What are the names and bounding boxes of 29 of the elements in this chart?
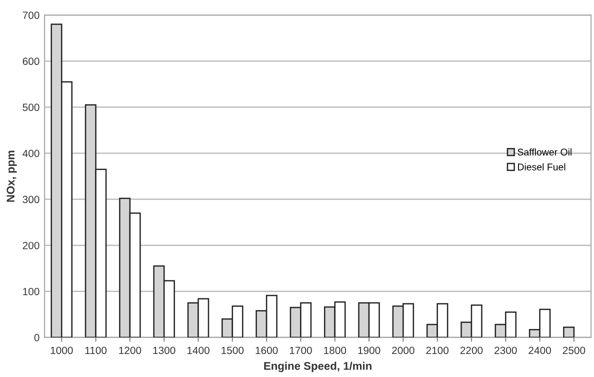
y-axis-title: NOx, ppm	[6, 150, 17, 202]
x-tick-label: 1300	[153, 346, 176, 354]
x-tick-label: 2300	[494, 346, 517, 354]
x-tick-label: 2000	[392, 346, 414, 354]
x-tick-label: 2200	[460, 346, 483, 354]
x-tick-label: 1800	[324, 346, 346, 354]
legend-label: Safflower Oil	[518, 148, 572, 156]
bar	[563, 326, 575, 338]
x-tick-label: 1500	[222, 346, 244, 354]
x-tick-label: 1900	[358, 346, 380, 354]
x-tick-label: 2100	[426, 346, 449, 354]
y-tick-label: 300	[22, 196, 40, 204]
y-tick-label: 700	[22, 12, 40, 19]
y-tick-label: 600	[22, 58, 40, 66]
x-tick-label: 2400	[528, 346, 551, 354]
y-tick-label: 100	[23, 288, 40, 296]
x-tick-label: 1700	[290, 346, 312, 354]
legend-label: Diesel Fuel	[518, 163, 566, 170]
y-tick-label: 0	[34, 334, 40, 342]
y-tick-label: 400	[22, 150, 40, 158]
x-axis-title: Engine Speed, 1/min	[264, 362, 372, 372]
y-tick-label: 500	[22, 104, 40, 112]
x-tick-label: 1200	[119, 346, 142, 354]
x-tick-label: 1100	[85, 346, 107, 354]
x-tick-label: 1400	[187, 346, 210, 354]
x-tick-label: 1000	[50, 346, 73, 354]
x-tick-label: 1600	[256, 346, 278, 354]
y-tick-label: 200	[22, 242, 40, 250]
x-tick-label: 2500	[562, 346, 586, 354]
